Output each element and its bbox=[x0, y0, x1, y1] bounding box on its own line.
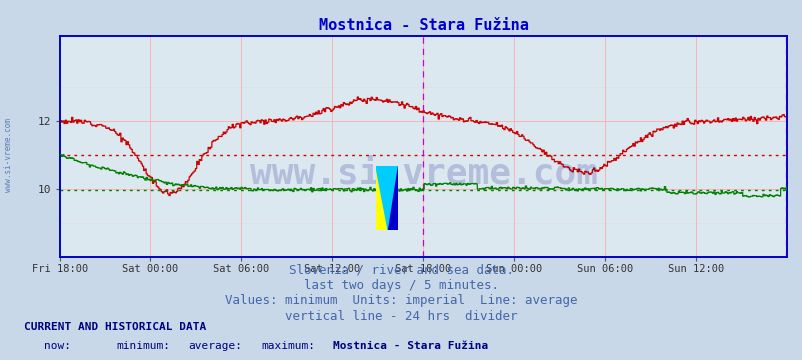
Text: last two days / 5 minutes.: last two days / 5 minutes. bbox=[304, 279, 498, 292]
Polygon shape bbox=[375, 166, 387, 230]
Text: Slovenia / river and sea data.: Slovenia / river and sea data. bbox=[289, 264, 513, 276]
Text: minimum:: minimum: bbox=[116, 341, 170, 351]
Text: average:: average: bbox=[188, 341, 242, 351]
Text: CURRENT AND HISTORICAL DATA: CURRENT AND HISTORICAL DATA bbox=[24, 322, 206, 332]
Text: Mostnica - Stara Fužina: Mostnica - Stara Fužina bbox=[333, 341, 488, 351]
Text: now:: now: bbox=[44, 341, 71, 351]
Polygon shape bbox=[387, 166, 398, 230]
Text: vertical line - 24 hrs  divider: vertical line - 24 hrs divider bbox=[285, 310, 517, 323]
Title: Mostnica - Stara Fužina: Mostnica - Stara Fužina bbox=[318, 18, 528, 33]
Text: www.si-vreme.com: www.si-vreme.com bbox=[249, 156, 597, 190]
Text: maximum:: maximum: bbox=[261, 341, 314, 351]
Text: Values: minimum  Units: imperial  Line: average: Values: minimum Units: imperial Line: av… bbox=[225, 294, 577, 307]
Polygon shape bbox=[375, 166, 398, 230]
Text: www.si-vreme.com: www.si-vreme.com bbox=[3, 118, 13, 192]
